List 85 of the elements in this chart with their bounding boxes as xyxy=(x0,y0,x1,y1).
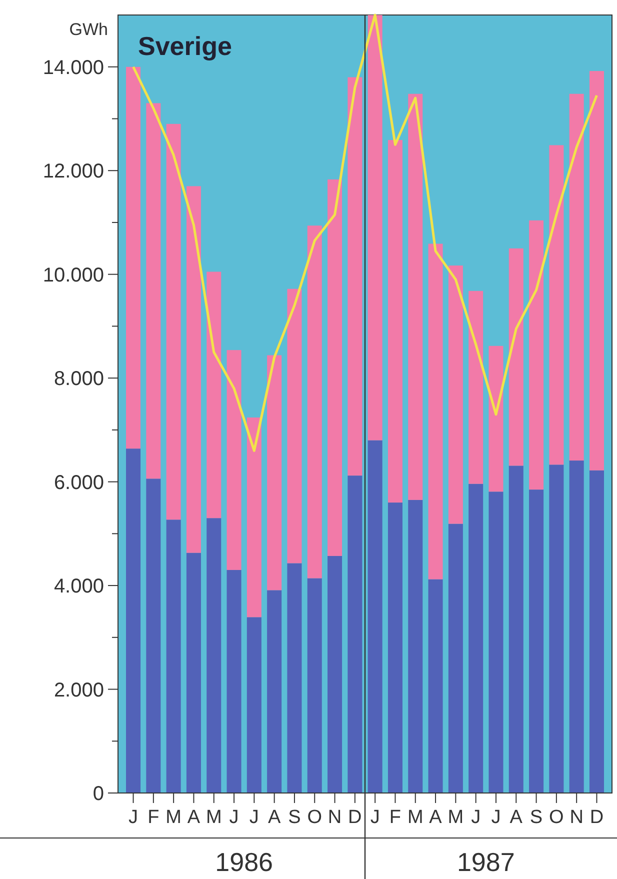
x-tick-label: A xyxy=(187,807,200,828)
x-tick-label: M xyxy=(448,807,464,828)
x-tick-label: N xyxy=(328,807,342,828)
bar xyxy=(508,466,524,793)
y-tick-label: 8.000 xyxy=(54,368,104,390)
bar xyxy=(468,290,484,484)
bar xyxy=(307,226,322,578)
text: 1986 xyxy=(215,847,274,877)
line-series xyxy=(132,14,598,452)
bar xyxy=(206,518,222,793)
bar xyxy=(226,350,242,570)
bar xyxy=(348,476,362,793)
bar xyxy=(146,478,161,793)
bar xyxy=(226,570,242,793)
y-tick-label: 4.000 xyxy=(54,576,104,598)
x-tick-label: J xyxy=(471,807,481,828)
bar xyxy=(428,244,443,580)
x-tick-label: S xyxy=(288,807,301,828)
y-tick-label: 0 xyxy=(92,783,104,805)
text: 1987 xyxy=(456,847,515,877)
y-tick-label: 14.000 xyxy=(42,56,104,79)
text: Sverige xyxy=(138,31,232,61)
bar xyxy=(488,492,504,793)
x-tick-label: J xyxy=(128,807,138,828)
x-tick-label: F xyxy=(148,807,160,828)
bar xyxy=(529,490,544,793)
x-tick-label: S xyxy=(530,807,543,828)
bar xyxy=(408,94,423,500)
bar xyxy=(206,272,222,518)
x-tick-label: J xyxy=(229,807,239,828)
x-tick-label: J xyxy=(491,807,501,828)
bar xyxy=(166,520,181,793)
bar xyxy=(267,355,282,590)
x-tick-label: M xyxy=(206,807,222,828)
bar xyxy=(246,417,262,618)
x-tick-label: F xyxy=(389,807,402,828)
x-tick-label: O xyxy=(549,807,564,828)
bar xyxy=(307,578,322,793)
x-tick-label: M xyxy=(407,807,424,828)
bar xyxy=(549,464,564,793)
bar xyxy=(328,179,342,556)
x-tick-label: O xyxy=(307,807,322,828)
bar xyxy=(468,484,484,793)
bar xyxy=(166,124,181,520)
x-tick-label: A xyxy=(268,807,281,828)
x-tick-label: J xyxy=(249,807,259,828)
bar xyxy=(549,145,564,465)
bar xyxy=(328,556,342,793)
x-tick-label: D xyxy=(590,807,604,828)
bar xyxy=(488,346,504,492)
bar xyxy=(388,502,402,793)
x-tick-label: N xyxy=(570,807,584,828)
bar xyxy=(186,552,201,793)
y-tick-label: 10.000 xyxy=(42,264,104,286)
bar xyxy=(368,440,382,793)
bar xyxy=(368,15,382,440)
bar xyxy=(267,590,282,793)
bar xyxy=(287,563,302,793)
x-tick-label: A xyxy=(510,807,523,828)
bar xyxy=(569,94,584,461)
bar xyxy=(589,71,604,470)
y-tick-label: 12.000 xyxy=(42,160,104,183)
bar xyxy=(529,220,544,490)
bar xyxy=(126,66,141,449)
y-tick-label: 2.000 xyxy=(54,679,104,702)
bar xyxy=(186,186,201,553)
bar xyxy=(388,140,402,503)
bar xyxy=(348,77,362,476)
bar xyxy=(246,617,262,793)
bar xyxy=(508,248,524,466)
bar xyxy=(126,448,141,793)
bar xyxy=(448,266,463,524)
bar xyxy=(589,470,604,793)
x-tick-label: D xyxy=(348,807,362,828)
bar xyxy=(146,103,161,479)
bar xyxy=(448,524,463,793)
bar xyxy=(408,500,423,793)
bar xyxy=(569,460,584,793)
bar xyxy=(428,579,443,793)
bar xyxy=(287,288,302,564)
y-tick-label: 6.000 xyxy=(54,472,104,494)
x-tick-label: A xyxy=(429,807,442,828)
x-tick-label: J xyxy=(370,807,380,828)
y-axis-title: GWh xyxy=(69,20,108,39)
x-tick-label: M xyxy=(166,807,182,828)
